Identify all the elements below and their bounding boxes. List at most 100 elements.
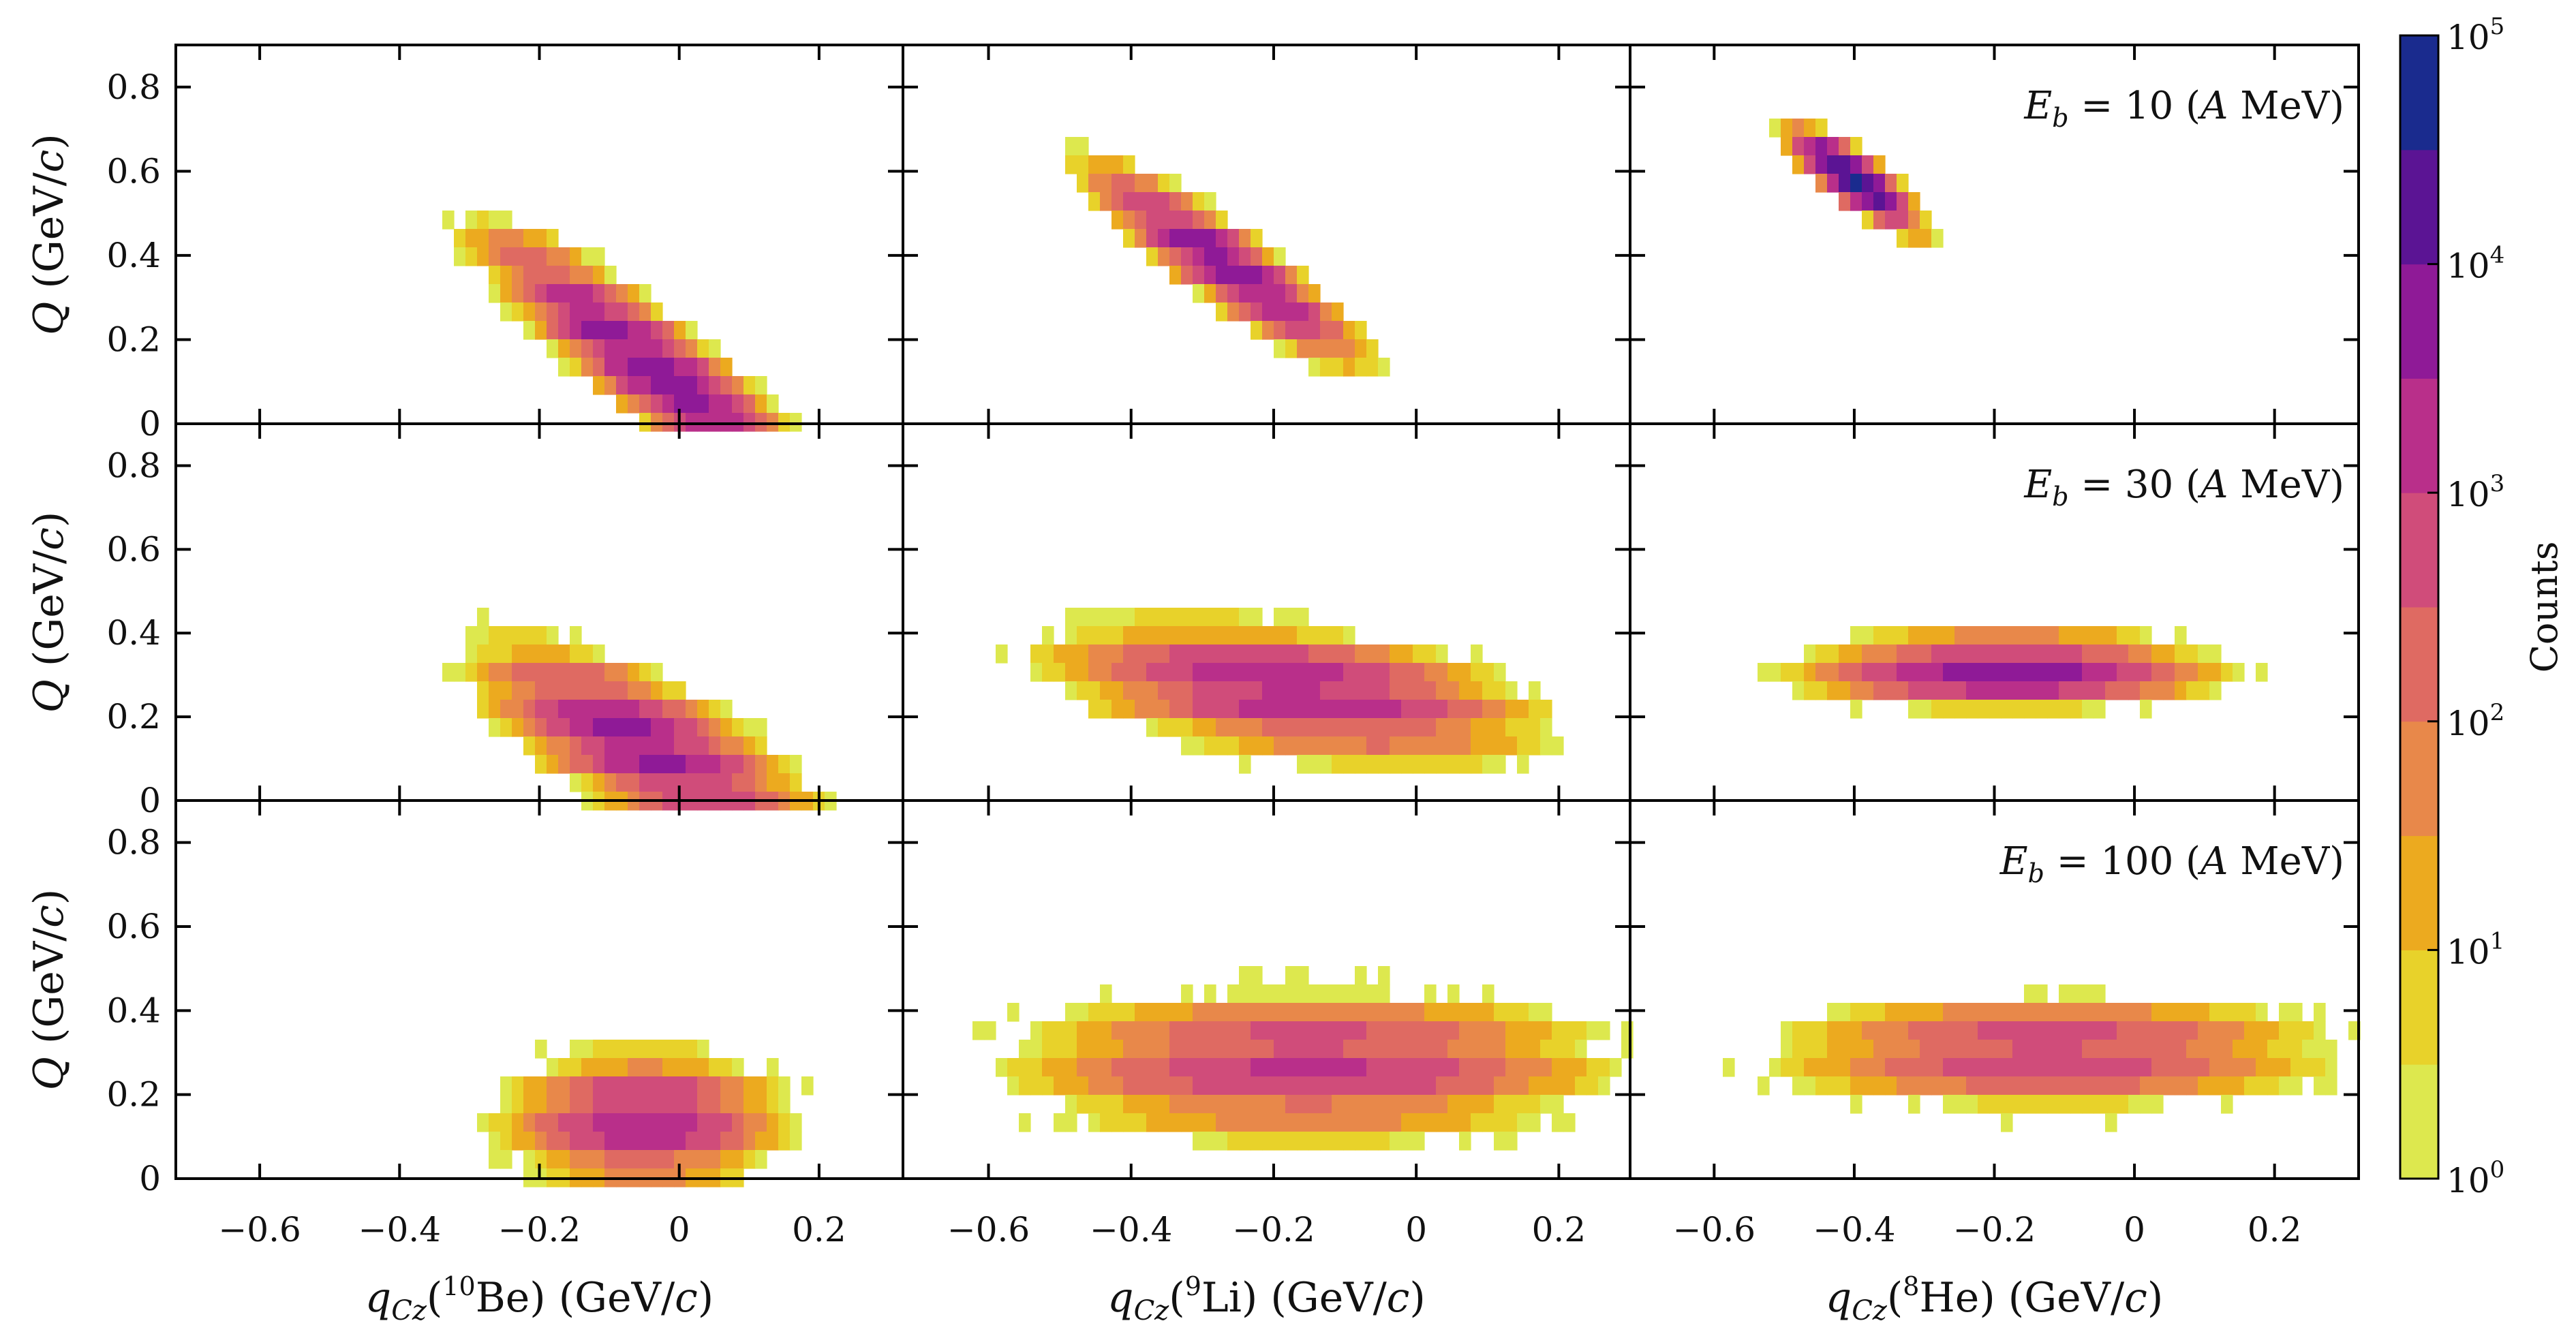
y-title-unit: (GeV/ [25,927,73,1057]
heatmap-bin [1401,1113,1413,1132]
heatmap-bin [1390,1003,1402,1022]
heatmap-bin [1308,1095,1321,1114]
heatmap-bin [616,736,628,756]
heatmap-bin [2279,1058,2291,1077]
heatmap-bin [1204,1040,1216,1059]
heatmap-bin [1332,1113,1344,1132]
heatmap-bin [2244,1040,2256,1059]
heatmap-bin [1181,211,1193,230]
heatmap-bin [1989,626,2002,645]
heatmap-bin [1827,137,1839,156]
heatmap-bin [1424,1021,1437,1040]
heatmap-bin [1552,1076,1564,1096]
heatmap-bin [1815,174,1828,193]
heatmap-bin [1065,626,1077,645]
heatmap-bin [1204,626,1216,645]
heatmap-bin [1251,663,1263,682]
heatmap-bin [1239,1113,1251,1132]
heatmap-bin [2128,681,2141,700]
heatmap-bin [2151,1003,2164,1022]
heatmap-bin [1274,284,1286,303]
heatmap-bin [1850,700,1862,719]
heatmap-bin [1297,718,1309,737]
heatmap-bin [686,1150,698,1169]
heatmap-bin [2140,1058,2152,1077]
heatmap-bin [1586,1076,1599,1096]
heatmap-bin [2001,644,2013,664]
heatmap-bin [454,229,466,248]
heatmap-bin [1908,1058,1920,1077]
heatmap-bin [755,736,767,756]
heatmap-bin [500,284,512,303]
heatmap-bin [720,1095,733,1114]
heatmap-bin [593,681,605,700]
heatmap-bin [2279,1021,2291,1040]
heatmap-bin [1146,1113,1159,1132]
heatmap-bin [547,736,559,756]
heatmap-bin [1158,1040,1170,1059]
heatmap-bin [1804,155,1816,174]
heatmap-bin [1482,755,1494,774]
heatmap-bin [1850,192,1862,211]
heatmap-bin [604,1095,617,1114]
heatmap-bin [2105,626,2117,645]
heatmap-bin [1227,1076,1240,1096]
heatmap-bin [1320,1021,1332,1040]
heatmap-bin [2244,1076,2256,1096]
heatmap-bin [1424,1040,1437,1059]
heatmap-bin [593,339,605,358]
heatmap-bin [1262,736,1274,756]
heatmap-bin [2059,1058,2071,1077]
heatmap-bin [1308,755,1321,774]
colorbar-tick-exp: 1 [2490,927,2505,954]
heatmap-bin [1274,1076,1286,1096]
heatmap-bin [558,302,570,322]
heatmap-bin [2094,1095,2106,1114]
heatmap-bin [790,755,802,774]
heatmap-bin [743,718,756,737]
heatmap-bin [2117,1040,2129,1059]
heatmap-bin [1297,736,1309,756]
heatmap-bin [1111,1113,1124,1132]
axis-labels: 00.20.40.60.8Q (GeV/c)00.20.40.60.8Q (Ge… [25,67,2344,1326]
heatmap-bin [1239,966,1251,985]
heatmap-bin [1308,1132,1321,1151]
x-tick-label: 0 [2123,1210,2145,1249]
heatmap-bin [489,229,501,248]
heatmap-bin [639,321,651,340]
heatmap-bin [709,1150,721,1169]
heatmap-bin [489,1113,501,1132]
heatmap-bin [1332,321,1344,340]
heatmap-bin [1204,700,1216,719]
heatmap-bin [1169,1095,1182,1114]
heatmap-bin [1343,321,1355,340]
heatmap-bin [743,413,756,432]
heatmap-bin [1100,1003,1112,1022]
heatmap-bin [1401,1021,1413,1040]
heatmap-bin [604,339,617,358]
x-tick-label: 0 [669,1210,690,1249]
heatmap-bin [1459,1003,1471,1022]
heatmap-bin [1494,755,1506,774]
heatmap-bin [1123,1003,1135,1022]
heatmap-bin [1100,174,1112,193]
heatmap-bin [1804,681,1816,700]
heatmap-bin [1320,663,1332,682]
heatmap-bin [2024,984,2036,1004]
heatmap-bin [616,1058,628,1077]
heatmap-bin [1169,1113,1182,1132]
heatmap-bin [593,302,605,322]
heatmap-bin [1873,1003,1886,1022]
heatmap-bin [1436,755,1448,774]
heatmap-bin [1378,755,1390,774]
heatmap-bin [697,376,709,395]
heatmap-bin [1123,1113,1135,1132]
heatmap-bin [1540,718,1552,737]
heatmap-bin [1285,608,1298,627]
heatmap-bin [1204,984,1216,1004]
heatmap-bin [2175,1021,2187,1040]
heatmap-bin [1239,247,1251,266]
y-axis-title: Q (GeV/c) [25,889,73,1091]
energy-label-part: MeV) [2228,839,2344,884]
heatmap-bin [1839,174,1851,193]
